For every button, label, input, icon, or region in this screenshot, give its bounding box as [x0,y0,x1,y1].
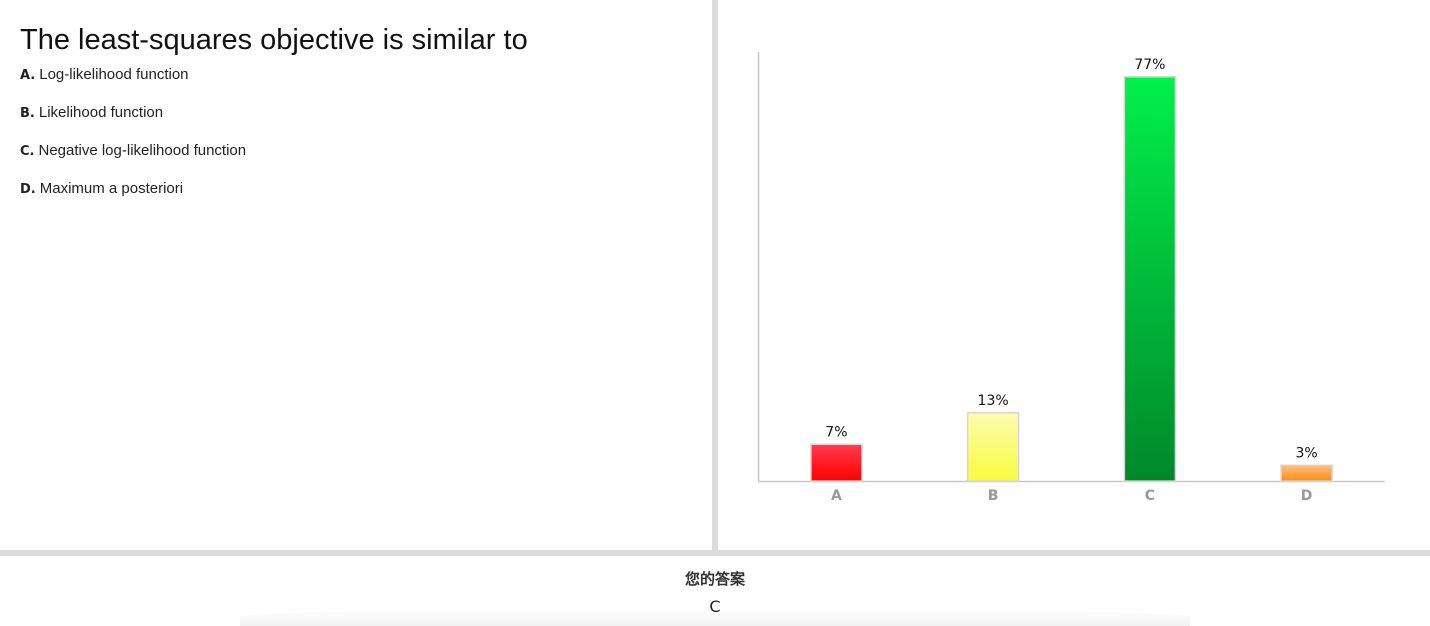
question-panel: The least-squares objective is similar t… [0,0,712,550]
option-a: A. Log-likelihood function [20,66,246,104]
data-label-b: 13% [978,393,1009,409]
bar-d [1280,464,1333,482]
option-letter: D. [20,182,36,197]
option-d: D. Maximum a posteriori [20,180,246,218]
panel-divider-horizontal [0,550,1430,556]
data-label-c: 77% [1134,57,1165,73]
option-letter: B. [20,106,35,121]
answer-label: 您的答案 [684,570,745,588]
option-letter: A. [20,68,36,83]
tick-label-b: B [988,488,999,504]
option-c: C. Negative log-likelihood function [20,142,246,180]
bar-a [810,443,863,482]
answer-section: 您的答案 C [0,556,1430,626]
results-bar-chart: 7% A 13% B 77% C 3% D [757,52,1385,504]
data-label-a: 7% [825,424,847,440]
option-text: Log-likelihood function [39,66,189,83]
options-list: A. Log-likelihood function B. Likelihood f… [20,66,246,218]
option-text: Likelihood function [38,104,164,121]
option-b: B. Likelihood function [20,104,246,142]
answer-value: C [709,597,721,616]
answer-shadow [240,608,1190,626]
question-title: The least-squares objective is similar t… [20,24,528,56]
data-label-d: 3% [1295,445,1317,461]
tick-label-d: D [1301,488,1313,504]
option-text: Maximum a posteriori [39,180,184,197]
option-text: Negative log-likelihood function [38,142,247,159]
option-letter: C. [20,144,35,159]
bar-b [966,412,1020,482]
chart-panel: 7% A 13% B 77% C 3% D [718,0,1430,550]
panel-divider-vertical [712,0,718,552]
tick-label-c: C [1145,488,1155,504]
tick-label-a: A [831,488,842,504]
bars-layer: 7% A 13% B 77% C 3% D [810,57,1333,504]
bar-c [1123,76,1177,482]
